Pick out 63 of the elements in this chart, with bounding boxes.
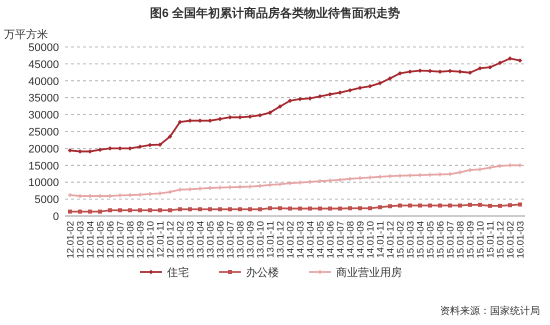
- x-tick-label: 13.01-02: [176, 221, 186, 259]
- y-axis-title: 万平方米: [4, 28, 48, 41]
- x-tick-label: 12.01-07: [116, 221, 126, 259]
- legend-label: 商业营业用房: [336, 266, 402, 279]
- x-tick-label: 16.01-03: [516, 221, 526, 259]
- x-tick-label: 15.01-12: [496, 221, 506, 259]
- x-tick-label: 13.01-11: [266, 221, 276, 258]
- x-tick-label: 15.01-08: [456, 221, 466, 259]
- x-tick-label: 15.01-03: [406, 221, 416, 259]
- legend-label: 办公楼: [246, 266, 279, 279]
- x-tick-label: 14.01-12: [386, 221, 396, 259]
- text: 资料来源：国家统计局: [440, 305, 540, 317]
- x-tick-label: 12.01-08: [126, 221, 136, 259]
- x-tick-label: 13.01-04: [196, 221, 206, 259]
- y-tick-label: 15000: [28, 160, 59, 172]
- y-tick-label: 20000: [28, 143, 59, 156]
- x-tick-label: 13.01-09: [246, 221, 256, 259]
- x-tick-label: 14.01-02: [286, 221, 296, 259]
- x-tick-label: 13.01-07: [226, 221, 236, 259]
- x-tick-label: 13.01-05: [206, 221, 216, 259]
- x-tick-label: 12.01-12: [166, 221, 176, 259]
- x-tick-label: 13.01-12: [276, 221, 286, 259]
- x-tick-label: 12.01-04: [86, 221, 96, 259]
- x-tick-label: 14.01-06: [326, 221, 336, 259]
- x-tick-label: 14.01-11: [376, 221, 386, 258]
- x-tick-label: 14.01-10: [366, 221, 376, 259]
- y-tick-label: 10000: [28, 177, 59, 190]
- x-tick-label: 12.01-03: [76, 221, 86, 259]
- x-tick-label: 12.01-10: [146, 221, 156, 259]
- x-tick-label: 15.01-09: [466, 221, 476, 259]
- y-tick-label: 35000: [28, 92, 59, 105]
- y-tick-label: 0: [52, 211, 59, 223]
- x-tick-label: 14.01-05: [316, 221, 326, 259]
- x-tick-label: 13.01-03: [186, 221, 196, 259]
- legend-label: 住宅: [167, 266, 189, 279]
- x-tick-label: 14.01-08: [346, 221, 356, 259]
- chart-title: 图6 全国年初累计商品房各类物业待售面积走势: [150, 6, 400, 20]
- x-tick-label: 15.01-06: [436, 221, 446, 259]
- y-tick-label: 5000: [34, 194, 59, 206]
- x-tick-label: 12.01-06: [106, 221, 116, 259]
- x-tick-label: 12.01-11: [156, 221, 166, 258]
- y-tick-label: 30000: [28, 110, 59, 122]
- x-tick-label: 15.01-07: [446, 221, 456, 259]
- y-tick-label: 45000: [28, 58, 59, 71]
- x-tick-label: 15.01-04: [416, 221, 426, 259]
- x-tick-label: 15.01-10: [476, 221, 486, 259]
- x-tick-label: 12.01-02: [66, 221, 76, 259]
- x-tick-label: 14.01-04: [306, 221, 316, 259]
- x-tick-label: 13.01-06: [216, 221, 226, 259]
- x-tick-label: 12.01-09: [136, 221, 146, 259]
- x-tick-label: 13.01-10: [256, 221, 266, 259]
- x-tick-label: 15.01-02: [396, 221, 406, 259]
- y-tick-label: 40000: [28, 76, 59, 88]
- x-tick-label: 13.01-08: [236, 221, 246, 259]
- x-tick-label: 14.01-07: [336, 221, 346, 259]
- x-tick-label: 14.01-09: [356, 221, 366, 259]
- y-tick-label: 50000: [28, 42, 59, 54]
- y-tick-label: 25000: [28, 126, 59, 138]
- x-tick-label: 12.01-05: [96, 221, 106, 259]
- x-tick-label: 16.01-02: [506, 221, 516, 259]
- x-tick-label: 14.01-03: [296, 221, 306, 259]
- x-tick-label: 15.01-05: [426, 221, 436, 259]
- x-tick-label: 15.01-11: [486, 221, 496, 258]
